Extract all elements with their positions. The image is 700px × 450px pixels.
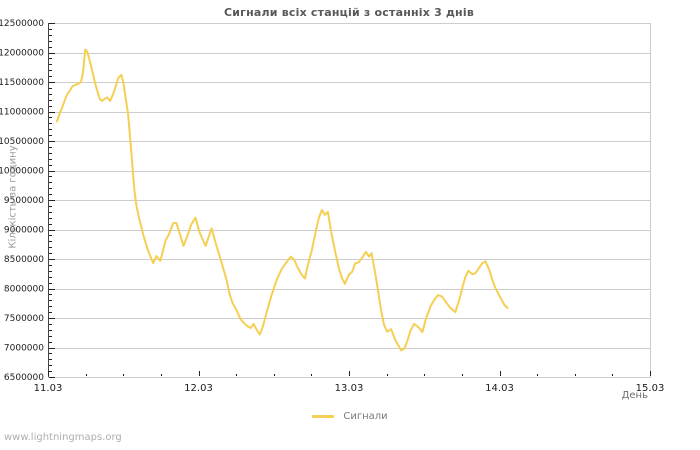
svg-text:11500000: 11500000 bbox=[0, 78, 44, 88]
svg-text:12.03: 12.03 bbox=[184, 383, 213, 394]
plot-frame bbox=[48, 23, 651, 378]
svg-text:11.03: 11.03 bbox=[34, 383, 63, 394]
chart-title: Сигнали всіх станцій з останніх 3 днів bbox=[224, 6, 474, 19]
svg-text:9500000: 9500000 bbox=[4, 196, 44, 206]
svg-text:12000000: 12000000 bbox=[0, 49, 44, 59]
watermark-text: www.lightningmaps.org bbox=[4, 432, 122, 443]
x-axis-title: День bbox=[621, 390, 648, 401]
svg-text:10000000: 10000000 bbox=[0, 167, 44, 177]
svg-text:8000000: 8000000 bbox=[4, 285, 44, 295]
y-axis-labels: 6500000 7000000 7500000 8000000 8500000 90000… bbox=[0, 19, 44, 383]
svg-text:7500000: 7500000 bbox=[4, 314, 44, 324]
svg-text:11000000: 11000000 bbox=[0, 108, 44, 118]
svg-text:7000000: 7000000 bbox=[4, 344, 44, 354]
svg-text:13.03: 13.03 bbox=[335, 383, 364, 394]
svg-text:12500000: 12500000 bbox=[0, 19, 44, 29]
legend: Сигнали bbox=[0, 411, 700, 422]
svg-text:9000000: 9000000 bbox=[4, 226, 44, 236]
gridlines bbox=[48, 53, 650, 349]
svg-text:14.03: 14.03 bbox=[485, 383, 514, 394]
x-axis-ticks bbox=[48, 371, 651, 376]
series-line-Сигнали bbox=[56, 48, 509, 352]
x-axis-labels: 11.03 12.03 13.03 14.03 15.03 bbox=[34, 383, 665, 394]
svg-text:8500000: 8500000 bbox=[4, 255, 44, 265]
svg-text:15.03: 15.03 bbox=[636, 383, 665, 394]
y-axis-ticks bbox=[49, 23, 55, 378]
legend-label: Сигнали bbox=[343, 411, 388, 422]
y-axis-title: Кількість за годину bbox=[7, 145, 19, 249]
svg-text:6500000: 6500000 bbox=[4, 373, 44, 383]
legend-line-swatch bbox=[312, 415, 335, 418]
svg-text:10500000: 10500000 bbox=[0, 137, 44, 147]
